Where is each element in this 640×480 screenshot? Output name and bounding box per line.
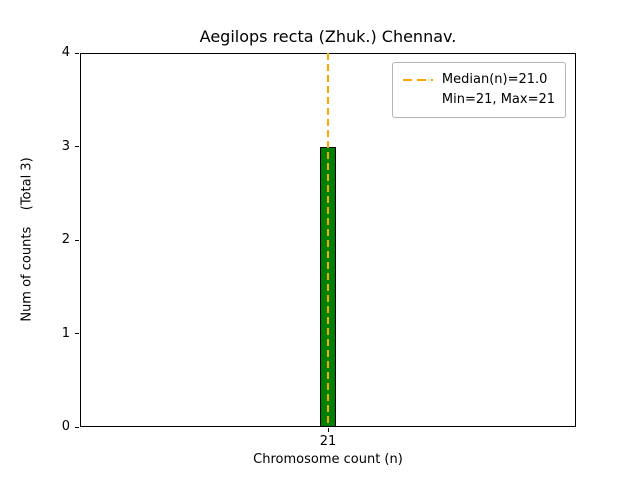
- median-line: [327, 53, 329, 427]
- legend-spacer: [403, 99, 433, 101]
- legend-row-median: Median(n)=21.0: [402, 70, 555, 90]
- y-tick-label: 2: [61, 232, 70, 247]
- legend-median-label: Median(n)=21.0: [441, 72, 548, 87]
- y-tick-label: 1: [61, 325, 70, 341]
- x-tick-label: 21: [319, 434, 337, 449]
- x-tick-mark: [327, 428, 329, 432]
- y-tick-mark: [75, 426, 79, 428]
- y-tick-mark: [75, 52, 79, 54]
- median-dashed-line-icon: [402, 79, 433, 81]
- legend-row-minmax: Min=21, Max=21: [403, 90, 555, 110]
- y-axis-label: Num of counts (Total 3): [19, 157, 35, 322]
- y-tick-mark: [75, 333, 79, 334]
- y-tick-mark: [75, 239, 79, 241]
- y-tick-label: 0: [61, 419, 70, 434]
- chart-title: Aegilops recta (Zhuk.) Chennav.: [199, 27, 457, 46]
- y-tick-label: 3: [61, 138, 70, 154]
- legend: Median(n)=21.0 Min=21, Max=21: [391, 62, 566, 118]
- x-axis-label: Chromosome count (n): [253, 452, 403, 467]
- y-tick-mark: [75, 146, 79, 147]
- legend-minmax-label: Min=21, Max=21: [441, 92, 555, 107]
- y-tick-label: 4: [61, 45, 70, 60]
